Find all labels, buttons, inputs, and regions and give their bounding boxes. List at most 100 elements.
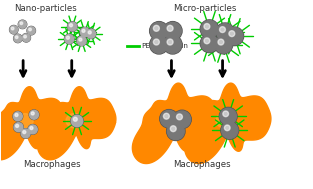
Circle shape — [14, 123, 23, 132]
Circle shape — [167, 39, 173, 45]
Polygon shape — [216, 113, 235, 128]
Circle shape — [27, 27, 35, 34]
Circle shape — [69, 24, 73, 27]
Circle shape — [71, 115, 83, 127]
Circle shape — [222, 122, 238, 139]
Circle shape — [80, 27, 90, 37]
Circle shape — [226, 28, 243, 45]
Circle shape — [86, 29, 96, 39]
Circle shape — [170, 126, 176, 132]
Circle shape — [82, 29, 85, 32]
Polygon shape — [132, 83, 218, 163]
Circle shape — [18, 20, 27, 29]
Circle shape — [163, 113, 169, 119]
Circle shape — [29, 110, 39, 120]
Text: Micro-particles: Micro-particles — [173, 4, 237, 12]
Circle shape — [167, 25, 173, 31]
Circle shape — [224, 125, 230, 131]
Circle shape — [77, 36, 86, 45]
Circle shape — [29, 28, 31, 31]
Polygon shape — [0, 87, 66, 160]
Polygon shape — [66, 114, 83, 128]
Circle shape — [21, 129, 30, 138]
Polygon shape — [16, 114, 33, 128]
Circle shape — [201, 35, 218, 52]
Circle shape — [24, 35, 26, 38]
Circle shape — [65, 35, 74, 43]
Circle shape — [215, 36, 232, 53]
Circle shape — [220, 108, 236, 125]
Circle shape — [11, 27, 14, 30]
Polygon shape — [185, 83, 271, 163]
Circle shape — [204, 24, 210, 29]
Circle shape — [219, 27, 225, 33]
Circle shape — [15, 113, 18, 116]
Circle shape — [13, 112, 22, 121]
Circle shape — [27, 26, 35, 35]
Circle shape — [163, 22, 182, 40]
Circle shape — [223, 111, 228, 117]
Circle shape — [80, 28, 89, 37]
Circle shape — [68, 22, 77, 31]
Circle shape — [16, 124, 19, 127]
Circle shape — [21, 129, 30, 138]
Circle shape — [153, 25, 159, 31]
Circle shape — [214, 36, 233, 54]
Circle shape — [150, 35, 168, 54]
Text: Macrophages: Macrophages — [23, 160, 81, 169]
Circle shape — [77, 36, 86, 46]
Circle shape — [79, 38, 82, 41]
Circle shape — [218, 39, 224, 45]
Circle shape — [73, 117, 77, 121]
Circle shape — [68, 22, 77, 31]
Circle shape — [177, 114, 182, 120]
Circle shape — [28, 125, 38, 134]
Circle shape — [167, 122, 185, 140]
Circle shape — [200, 34, 219, 53]
Circle shape — [22, 34, 30, 42]
Circle shape — [14, 122, 23, 132]
Circle shape — [164, 36, 181, 53]
Circle shape — [217, 24, 233, 41]
Circle shape — [13, 112, 23, 121]
Circle shape — [153, 39, 159, 45]
Circle shape — [225, 27, 244, 45]
Circle shape — [64, 34, 74, 44]
Circle shape — [161, 110, 177, 127]
Text: Macrophages: Macrophages — [173, 160, 231, 169]
Circle shape — [30, 126, 33, 130]
Polygon shape — [38, 87, 116, 160]
Circle shape — [150, 22, 167, 40]
Circle shape — [229, 31, 235, 37]
Circle shape — [174, 111, 191, 128]
Circle shape — [164, 22, 181, 40]
Circle shape — [71, 115, 83, 127]
Circle shape — [221, 122, 239, 139]
Circle shape — [23, 131, 26, 134]
Circle shape — [31, 112, 34, 115]
Circle shape — [173, 110, 191, 129]
Polygon shape — [164, 113, 182, 128]
Circle shape — [204, 38, 210, 44]
Circle shape — [19, 21, 26, 28]
Circle shape — [87, 29, 95, 38]
Circle shape — [28, 125, 37, 134]
Circle shape — [88, 31, 91, 34]
Circle shape — [163, 35, 182, 54]
Circle shape — [219, 107, 237, 125]
Circle shape — [10, 26, 18, 34]
Circle shape — [10, 26, 18, 34]
Circle shape — [14, 35, 22, 42]
Circle shape — [14, 34, 22, 43]
Circle shape — [150, 36, 167, 53]
Circle shape — [150, 22, 168, 40]
Circle shape — [167, 123, 184, 140]
Circle shape — [15, 36, 18, 39]
Circle shape — [66, 36, 69, 39]
Circle shape — [20, 22, 23, 25]
Circle shape — [200, 20, 219, 38]
Circle shape — [216, 23, 234, 41]
Text: Nano-particles: Nano-particles — [14, 4, 77, 12]
Circle shape — [30, 110, 38, 119]
Circle shape — [201, 21, 218, 38]
